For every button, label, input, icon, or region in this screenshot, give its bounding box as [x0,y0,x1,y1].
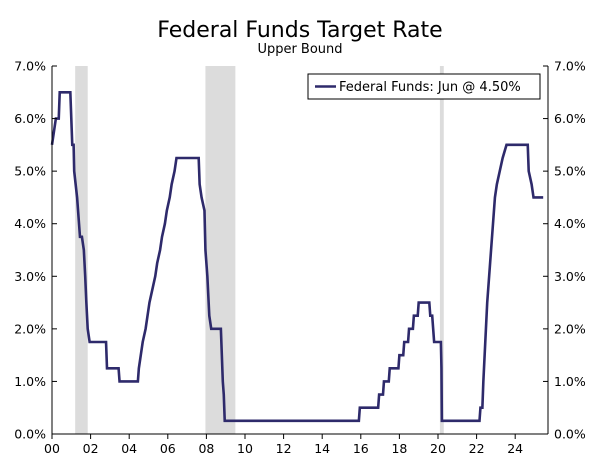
chart-subtitle: Upper Bound [257,42,342,57]
x-tick-label: 24 [507,441,523,456]
y-tick-label-left: 7.0% [14,59,46,74]
axes: 0.0% 0.0% 1.0% 1.0% 2.0% 2.0% 3.0% 3.0% 4.0% 4.0%… [14,59,586,457]
recession-bands [75,66,444,434]
x-tick-label: 00 [44,441,60,456]
y-tick-label-right: 5.0% [554,164,586,179]
y-tick-label-left: 4.0% [14,216,46,231]
x-tick-label: 20 [430,441,446,456]
x-tick-label: 06 [160,441,176,456]
recession-band-0 [75,66,88,434]
legend-box [307,73,541,100]
series-line-federal-funds [50,90,544,423]
x-tick-label: 08 [198,441,214,456]
y-tick-label-right: 0.0% [554,427,586,442]
y-tick-label-left: 3.0% [14,269,46,284]
x-tick-label: 22 [469,441,485,456]
x-tick-label: 12 [276,441,292,456]
y-tick-label-left: 0.0% [14,427,46,442]
x-tick-label: 16 [353,441,369,456]
x-tick-label: 02 [83,441,99,456]
y-tick-label-left: 2.0% [14,321,46,336]
recession-band-2 [439,66,444,434]
y-tick-label-right: 7.0% [554,59,586,74]
x-tick-label: 18 [391,441,407,456]
y-tick-label-right: 3.0% [554,269,586,284]
y-tick-label-left: 1.0% [14,374,46,389]
y-tick-label-left: 6.0% [14,111,46,126]
y-tick-label-left: 5.0% [14,164,46,179]
x-tick-label: 10 [237,441,253,456]
y-tick-label-right: 4.0% [554,216,586,231]
y-tick-label-right: 1.0% [554,374,586,389]
series-lines [50,90,544,423]
chart-title: Federal Funds Target Rate [157,18,442,43]
legend-label: Federal Funds: Jun @ 4.50% [339,80,521,95]
recession-band-1 [205,66,236,434]
y-tick-label-right: 6.0% [554,111,586,126]
x-tick-label: 14 [314,441,330,456]
x-tick-label: 04 [121,441,137,456]
legend: Federal Funds: Jun @ 4.50% [307,73,541,100]
y-tick-label-right: 2.0% [554,321,586,336]
